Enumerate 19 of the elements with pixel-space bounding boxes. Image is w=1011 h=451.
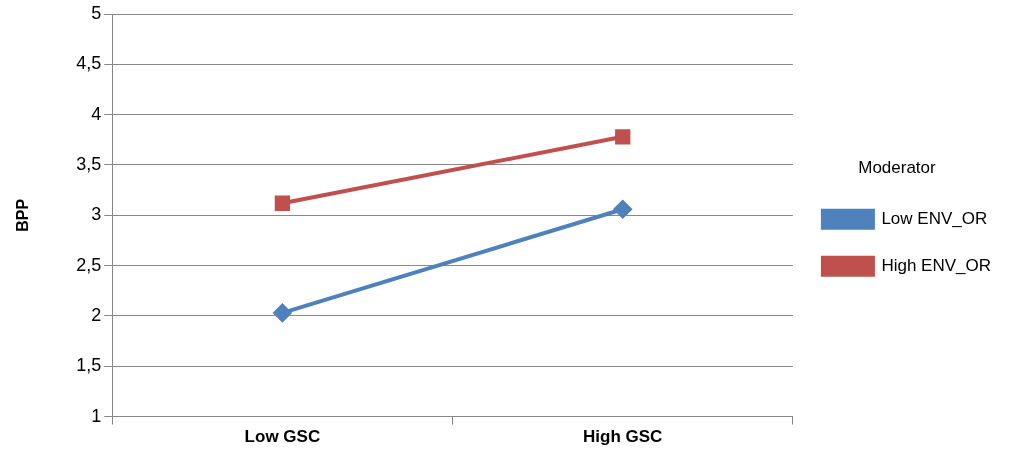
x-tick-label: High GSC	[583, 427, 663, 447]
y-tick-label: 2,5	[76, 254, 102, 275]
y-tick-label: 3	[91, 204, 102, 225]
y-axis-title: BPP	[14, 198, 32, 232]
y-tick-label: 3,5	[76, 153, 102, 174]
legend-label: High ENV_OR	[881, 255, 992, 275]
legend-label: Low ENV_OR	[881, 208, 988, 228]
point	[274, 195, 291, 211]
point	[615, 129, 631, 145]
legend-title: Moderator	[858, 158, 937, 178]
y-tick-label: 4,5	[76, 53, 102, 74]
y-tick-label: 1,5	[76, 355, 102, 376]
y-tick-label: 5	[91, 2, 102, 23]
y-tick-label: 2	[91, 304, 102, 325]
point	[273, 303, 292, 322]
point	[613, 200, 632, 219]
y-tick-label: 4	[91, 103, 102, 124]
y-tick-label: 1	[91, 405, 102, 426]
x-tick-label: Low GSC	[244, 427, 321, 447]
